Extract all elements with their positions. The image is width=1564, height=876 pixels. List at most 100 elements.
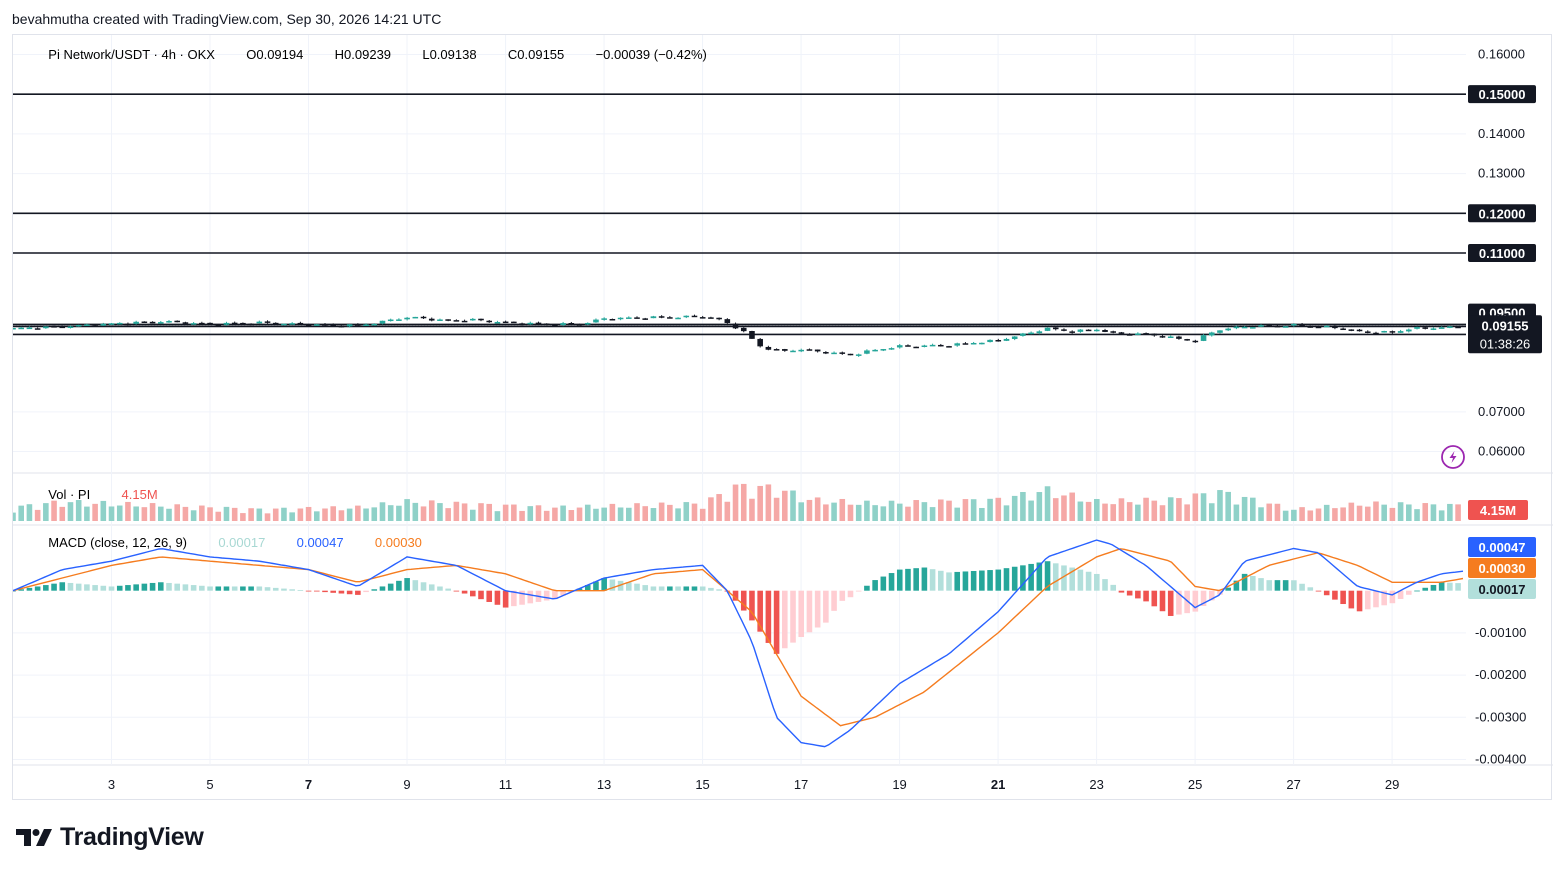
volume-bar <box>1422 503 1429 521</box>
volume-bar <box>412 502 419 521</box>
macd-histogram-bar <box>1389 590 1396 604</box>
candle-body <box>1176 336 1182 339</box>
macd-histogram-bar <box>1447 582 1453 591</box>
macd-histogram-bar <box>453 590 460 592</box>
candle-body <box>1340 328 1346 331</box>
candle-body <box>798 349 805 352</box>
volume-bar <box>1282 510 1289 521</box>
volume-bar <box>593 508 599 521</box>
candle-body <box>445 319 451 321</box>
macd-histogram-bar <box>125 585 131 591</box>
macd-histogram-bar <box>1176 590 1182 615</box>
macd-histogram-bar <box>264 587 271 591</box>
candle-body <box>1110 331 1117 333</box>
volume-bar <box>43 503 49 521</box>
volume-bar <box>1447 503 1453 521</box>
volume-bar <box>527 506 534 521</box>
volume-bar <box>92 503 98 521</box>
volume-bar <box>1011 495 1018 521</box>
macd-histogram-bar <box>174 583 181 591</box>
candle-body <box>1020 333 1026 336</box>
macd-histogram-bar <box>297 589 304 591</box>
volume-bar <box>1077 501 1084 521</box>
volume-bar <box>1340 507 1346 521</box>
candle-body <box>814 349 821 352</box>
candle-body <box>1373 332 1379 335</box>
macd-histogram-bar <box>905 568 911 591</box>
macd-histogram-bar <box>1455 583 1461 591</box>
volume-bar <box>330 506 337 521</box>
volume-bar <box>576 507 583 521</box>
macd-histogram-bar <box>428 584 435 591</box>
macd-histogram-bar <box>732 590 739 601</box>
macd-histogram-bar <box>404 578 410 591</box>
macd-histogram-bar <box>1036 562 1043 591</box>
price-level-tag <box>1468 204 1536 223</box>
volume-bars <box>13 483 1461 521</box>
macd-histogram-bar <box>190 585 197 591</box>
boost-icon[interactable] <box>1441 445 1465 469</box>
macd-histogram-bar <box>1299 583 1305 591</box>
volume-bar <box>929 507 936 521</box>
volume-bar <box>1052 498 1059 521</box>
macd-pane <box>13 539 1464 748</box>
macd-histogram-bar <box>699 586 706 591</box>
candle-body <box>1200 335 1207 341</box>
change-value: −0.00039 (−0.42%) <box>596 47 707 62</box>
volume-bar <box>453 501 460 521</box>
volume-bar <box>650 508 657 521</box>
candle-body <box>864 350 870 354</box>
x-tick-label: 11 <box>499 777 513 792</box>
macd-histogram-bar <box>749 590 755 621</box>
tradingview-logo[interactable]: TradingView <box>14 823 204 852</box>
macd-histogram-bar <box>1069 567 1075 591</box>
candle-body <box>248 323 254 326</box>
macd-histogram-bar <box>149 582 156 591</box>
volume-bar <box>732 484 739 521</box>
candle-body <box>420 316 427 319</box>
candle-body <box>1159 336 1166 338</box>
candle-body <box>158 322 164 324</box>
macd-histogram-bar <box>100 585 107 591</box>
horizontal-levels[interactable] <box>13 93 1466 336</box>
chart-frame: 3 5 7 9 11 13 15 17 19 21 23 25 27 29 0.16000 0.14000 0.… <box>12 34 1553 801</box>
candle-body <box>461 320 468 323</box>
macd-histogram-bar <box>108 586 115 591</box>
candle-body <box>396 319 402 321</box>
macd-histogram-bar <box>855 590 862 592</box>
grid-lines <box>13 35 1553 766</box>
price-tick-label: 0.16000 <box>1478 46 1525 61</box>
candle-body <box>1250 327 1256 329</box>
macd-histogram-bar <box>1003 568 1010 591</box>
candle-body <box>1118 332 1125 334</box>
macd-histogram-bar <box>798 590 805 638</box>
candle-body <box>338 325 345 328</box>
volume-bar <box>1208 503 1215 521</box>
volume-bar <box>535 505 542 521</box>
candle-body <box>1332 326 1338 329</box>
volume-bar <box>921 502 928 521</box>
volume-bar <box>240 513 246 521</box>
macd-histogram-bar <box>437 586 443 591</box>
macd-line-tag <box>1468 537 1536 557</box>
candle-body <box>970 342 977 345</box>
macd-signal-line <box>13 548 1464 727</box>
macd-histogram-bar <box>1143 590 1149 602</box>
macd-histogram-bar <box>995 569 1002 591</box>
chart-canvas[interactable]: 3 5 7 9 11 13 15 17 19 21 23 25 27 29 0.16000 0.14000 0.… <box>13 35 1553 801</box>
volume-bar <box>51 500 57 521</box>
volume-bar <box>970 499 977 521</box>
volume-bar <box>1455 504 1461 521</box>
volume-bar <box>888 500 895 521</box>
candle-body <box>1003 338 1010 341</box>
candle-body <box>1061 329 1067 331</box>
candle-body <box>1447 326 1453 328</box>
macd-histogram-bar <box>691 586 698 591</box>
macd-histogram-bar <box>1406 590 1412 595</box>
volume-bar <box>601 507 607 521</box>
candle-body <box>199 322 205 325</box>
volume-bar <box>938 499 944 521</box>
volume-bar <box>149 503 156 521</box>
volume-bar <box>199 505 205 521</box>
candle-body <box>289 323 295 325</box>
